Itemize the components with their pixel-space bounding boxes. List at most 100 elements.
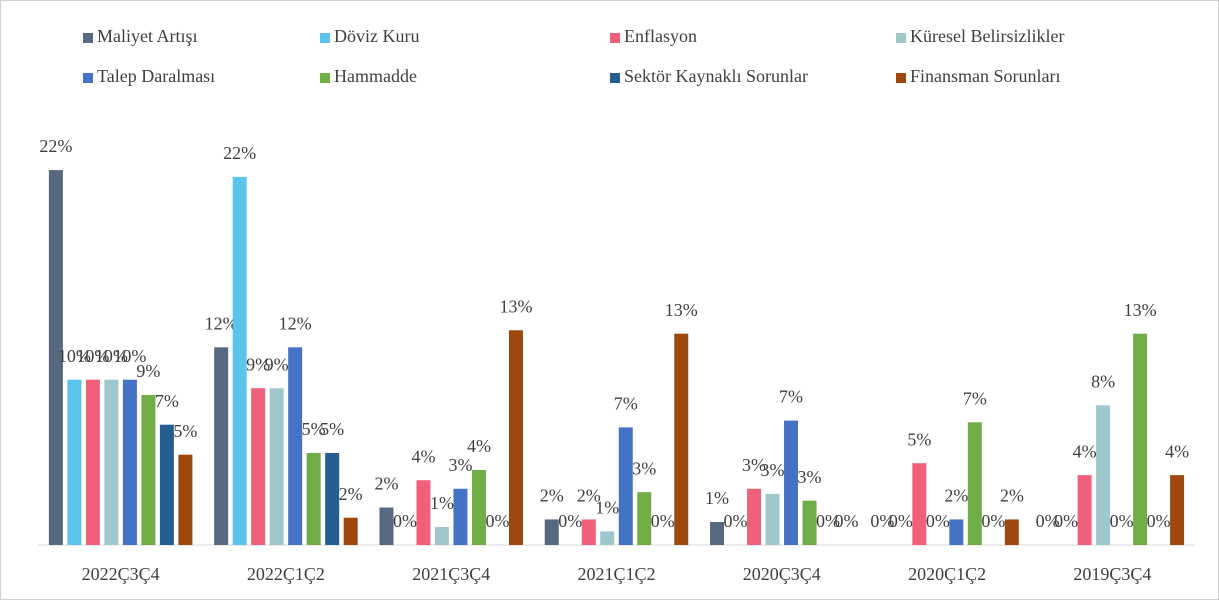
data-label: 22% — [39, 136, 72, 156]
data-label: 13% — [499, 296, 532, 316]
bar — [618, 427, 633, 545]
data-label: 7% — [155, 391, 179, 411]
legend-swatch — [896, 33, 906, 43]
legend-label: Maliyet Artışı — [97, 26, 198, 46]
legend-swatch — [610, 73, 620, 83]
data-label: 0% — [393, 511, 417, 531]
data-label: 7% — [614, 394, 638, 414]
bar — [784, 420, 799, 545]
bar — [581, 519, 596, 545]
legend-label: Sektör Kaynaklı Sorunlar — [624, 66, 808, 86]
data-label: 2% — [1000, 486, 1024, 506]
bar — [674, 333, 689, 545]
x-tick-label: 2020Ç3Ç4 — [743, 564, 821, 584]
legend-label: Hammadde — [334, 66, 417, 86]
x-tick-label: 2019Ç3Ç4 — [1073, 564, 1151, 584]
bar — [251, 388, 266, 545]
bar — [508, 330, 523, 545]
bar — [232, 176, 247, 545]
bar — [269, 388, 284, 545]
data-label: 0% — [558, 511, 582, 531]
legend-label: Enflasyon — [624, 26, 697, 46]
data-label: 0% — [889, 511, 913, 531]
data-label: 10% — [76, 346, 109, 366]
bar — [949, 519, 964, 545]
bar — [141, 395, 156, 545]
data-label: 0% — [1110, 511, 1134, 531]
bar — [802, 500, 817, 545]
bar — [214, 347, 229, 545]
data-label: 2% — [577, 486, 601, 506]
data-label: 7% — [779, 387, 803, 407]
bar — [288, 347, 303, 545]
data-label: 9% — [246, 354, 270, 374]
bar — [306, 452, 321, 545]
x-tick-label: 2022Ç3Ç4 — [82, 564, 160, 584]
data-label: 0% — [1036, 511, 1060, 531]
data-label: 3% — [448, 455, 472, 475]
bar — [379, 507, 394, 545]
legend-swatch — [320, 73, 330, 83]
bar — [1004, 519, 1019, 545]
data-label: 5% — [302, 419, 326, 439]
data-label: 0% — [835, 511, 859, 531]
bar — [434, 526, 449, 545]
bar — [178, 454, 193, 545]
data-label: 10% — [113, 346, 146, 366]
data-label: 7% — [963, 388, 987, 408]
data-label: 8% — [1091, 371, 1115, 391]
data-label: 3% — [632, 458, 656, 478]
bar — [48, 170, 63, 546]
legend-label: Talep Daralması — [97, 66, 215, 86]
bar — [1170, 475, 1185, 545]
bar — [85, 379, 100, 545]
bar — [471, 470, 486, 545]
legend-swatch — [83, 73, 93, 83]
bar — [104, 379, 119, 545]
bar — [912, 463, 927, 545]
data-label: 13% — [665, 300, 698, 320]
bar — [544, 519, 559, 545]
data-label: 1% — [595, 497, 619, 517]
bar — [765, 493, 780, 545]
data-label: 9% — [265, 354, 289, 374]
bar — [325, 452, 340, 545]
data-label: 5% — [320, 419, 344, 439]
data-label: 3% — [761, 460, 785, 480]
data-label: 0% — [926, 511, 950, 531]
data-label: 0% — [724, 511, 748, 531]
bar — [747, 488, 762, 545]
data-label: 13% — [1124, 300, 1157, 320]
data-label: 10% — [58, 346, 91, 366]
data-label: 0% — [816, 511, 840, 531]
data-label: 4% — [1165, 441, 1189, 461]
bar — [1133, 333, 1148, 545]
data-label: 2% — [339, 484, 363, 504]
data-label: 4% — [411, 446, 435, 466]
bar — [967, 422, 982, 545]
legend-swatch — [83, 33, 93, 43]
bar — [67, 379, 82, 545]
data-label: 12% — [279, 313, 312, 333]
x-tick-label: 2021Ç3Ç4 — [412, 564, 490, 584]
data-label: 4% — [467, 436, 491, 456]
data-label: 2% — [540, 486, 564, 506]
x-tick-label: 2021Ç1Ç2 — [577, 564, 655, 584]
bar — [453, 488, 468, 545]
data-label: 10% — [95, 346, 128, 366]
x-tick-label: 2020Ç1Ç2 — [908, 564, 986, 584]
legend-swatch — [896, 73, 906, 83]
data-label: 9% — [136, 361, 160, 381]
bar — [1077, 475, 1092, 545]
data-label: 2% — [944, 486, 968, 506]
data-label: 0% — [981, 511, 1005, 531]
data-label: 4% — [1073, 441, 1097, 461]
bar — [710, 521, 725, 545]
legend-label: Döviz Kuru — [334, 26, 419, 46]
x-tick-label: 2022Ç1Ç2 — [247, 564, 325, 584]
data-label: 3% — [742, 455, 766, 475]
data-label: 5% — [173, 421, 197, 441]
bar — [122, 379, 137, 545]
